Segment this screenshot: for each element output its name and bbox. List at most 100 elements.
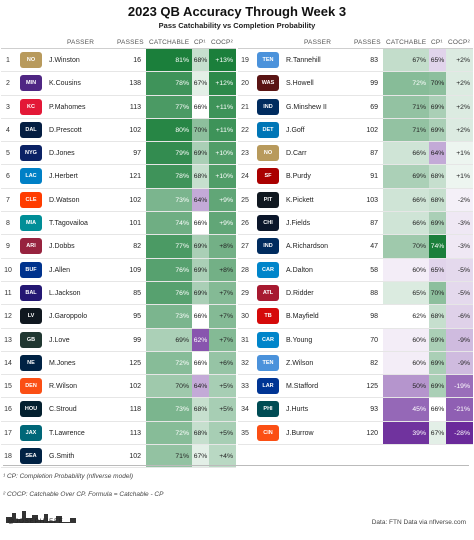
header-cp: CP¹ [194,39,206,46]
cp-cell: 68% [192,165,209,188]
rank-cell: 18 [4,453,12,461]
table-row: 30 TB B.Mayfield 98 62% 68% -6% [238,305,473,329]
rank-cell: 28 [241,266,249,274]
passer-name: R.Tannehill [286,57,321,64]
cocp-cell-value: +4% [219,453,233,461]
rank-cell: 2 [6,80,10,88]
cocp-cell-value: +5% [219,383,233,391]
cp-cell-value: 69% [193,289,208,297]
cocp-cell: -5% [446,281,473,305]
rank-cell: 14 [4,359,12,367]
passes-cell: 70 [370,336,378,344]
cocp-cell: -19% [446,375,473,398]
cocp-cell-value: -5% [457,266,470,274]
cocp-cell-value: +7% [219,289,233,297]
rank-cell: 13 [4,336,12,344]
passer-name: J.Goff [286,126,305,134]
passes-cell: 95 [133,313,141,321]
catchable-cell-value: 78% [175,80,189,88]
cocp-cell-value: -2% [457,196,470,204]
cocp-cell: -21% [446,398,473,421]
team-logo-icon: IND [257,98,279,115]
cp-cell: 70% [192,118,209,142]
catchable-cell-value: 66% [412,196,426,204]
passer-name: J.Hurts [286,406,309,414]
catchable-cell-value: 78% [175,173,189,181]
cocp-cell: +1% [446,142,473,165]
table-row: 12 LV J.Garoppolo 95 73% 66% +7% [1,305,236,329]
team-logo-icon: BUF [20,261,42,278]
passer-name: B.Mayfield [286,313,319,321]
team-logo-icon: TEN [257,52,279,68]
table-row: 32 TEN Z.Wilson 82 60% 69% -9% [238,351,473,376]
cp-cell-value: 67% [193,453,208,461]
catchable-cell-value: 73% [175,196,189,204]
catchable-cell-value: 50% [412,383,426,391]
cp-cell-value: 69% [193,266,208,274]
table-row: 26 CHI J.Fields 87 66% 69% -3% [238,212,473,236]
table-row: 24 SF B.Purdy 91 69% 68% +1% [238,165,473,189]
header-catchable: CATCHABLE [149,39,190,46]
catchable-cell-value: 71% [412,103,426,111]
catchable-cell-value: 70% [412,243,426,251]
catchable-cell: 71% [383,118,429,142]
team-logo-icon: TEN [257,354,279,371]
rank-cell: 3 [6,103,10,111]
catchable-cell: 78% [146,165,192,188]
team-logo-icon: MIN [20,75,42,92]
catchable-cell: 39% [383,421,429,445]
cp-cell: 69% [192,235,209,258]
catchable-cell: 65% [383,281,429,305]
cp-cell-value: 65% [430,266,445,274]
header-passes: PASSES [117,39,144,46]
rank-cell: 10 [4,266,12,274]
cp-cell-value: 68% [430,173,445,181]
catchable-cell: 62% [383,305,429,328]
cp-cell: 69% [192,281,209,305]
cocp-cell-value: -6% [457,313,470,321]
team-logo-icon: LV [20,308,42,325]
catchable-cell: 72% [146,421,192,445]
catchable-cell: 73% [146,398,192,421]
cocp-cell-value: +7% [219,313,233,321]
catchable-cell: 67% [383,49,429,72]
header-cp: CP¹ [431,39,443,46]
cp-cell: 64% [192,375,209,398]
passer-name: D.Jones [49,150,75,158]
cp-cell: 69% [429,95,446,118]
table-row: 18 SEA G.Smith 102 71% 67% +4% [1,445,236,469]
rank-cell: 4 [6,126,10,134]
table-row: 21 IND G.Minshew II 69 71% 69% +2% [238,95,473,119]
cocp-cell-value: +2% [456,126,470,134]
cp-cell: 66% [192,351,209,375]
passes-cell: 138 [129,80,141,88]
passes-cell: 87 [370,150,378,158]
catchable-cell: 81% [146,49,192,72]
cocp-cell: +8% [209,235,236,258]
team-logo-icon: IND [257,238,279,255]
catchable-cell-value: 60% [412,336,426,344]
rank-cell: 26 [241,220,249,228]
cocp-cell-value: +2% [456,57,470,64]
cocp-cell: +5% [209,421,236,445]
table-row: 7 CLE D.Watson 102 73% 64% +9% [1,188,236,213]
table-row: 14 NE M.Jones 125 72% 66% +6% [1,351,236,376]
rank-cell: 24 [241,173,249,181]
cp-cell-value: 66% [193,220,208,228]
team-logo-icon: JAX [20,424,42,441]
team-logo-icon: NE [20,354,42,371]
catchable-cell-value: 45% [412,406,426,414]
catchable-cell: 79% [146,142,192,165]
cp-cell: 66% [192,305,209,328]
team-logo-icon: CHI [257,215,279,232]
rank-cell: 11 [4,289,12,297]
catchable-cell: 73% [146,305,192,328]
cocp-cell-value: +6% [219,359,233,367]
catchable-cell-value: 66% [412,150,426,158]
cp-cell-value: 68% [193,429,208,437]
cocp-cell: -5% [446,258,473,281]
chart-title: 2023 QB Accuracy Through Week 3 [127,4,347,19]
cp-cell-value: 68% [193,57,208,64]
rank-cell: 6 [6,173,10,181]
rank-cell: 17 [4,429,12,437]
